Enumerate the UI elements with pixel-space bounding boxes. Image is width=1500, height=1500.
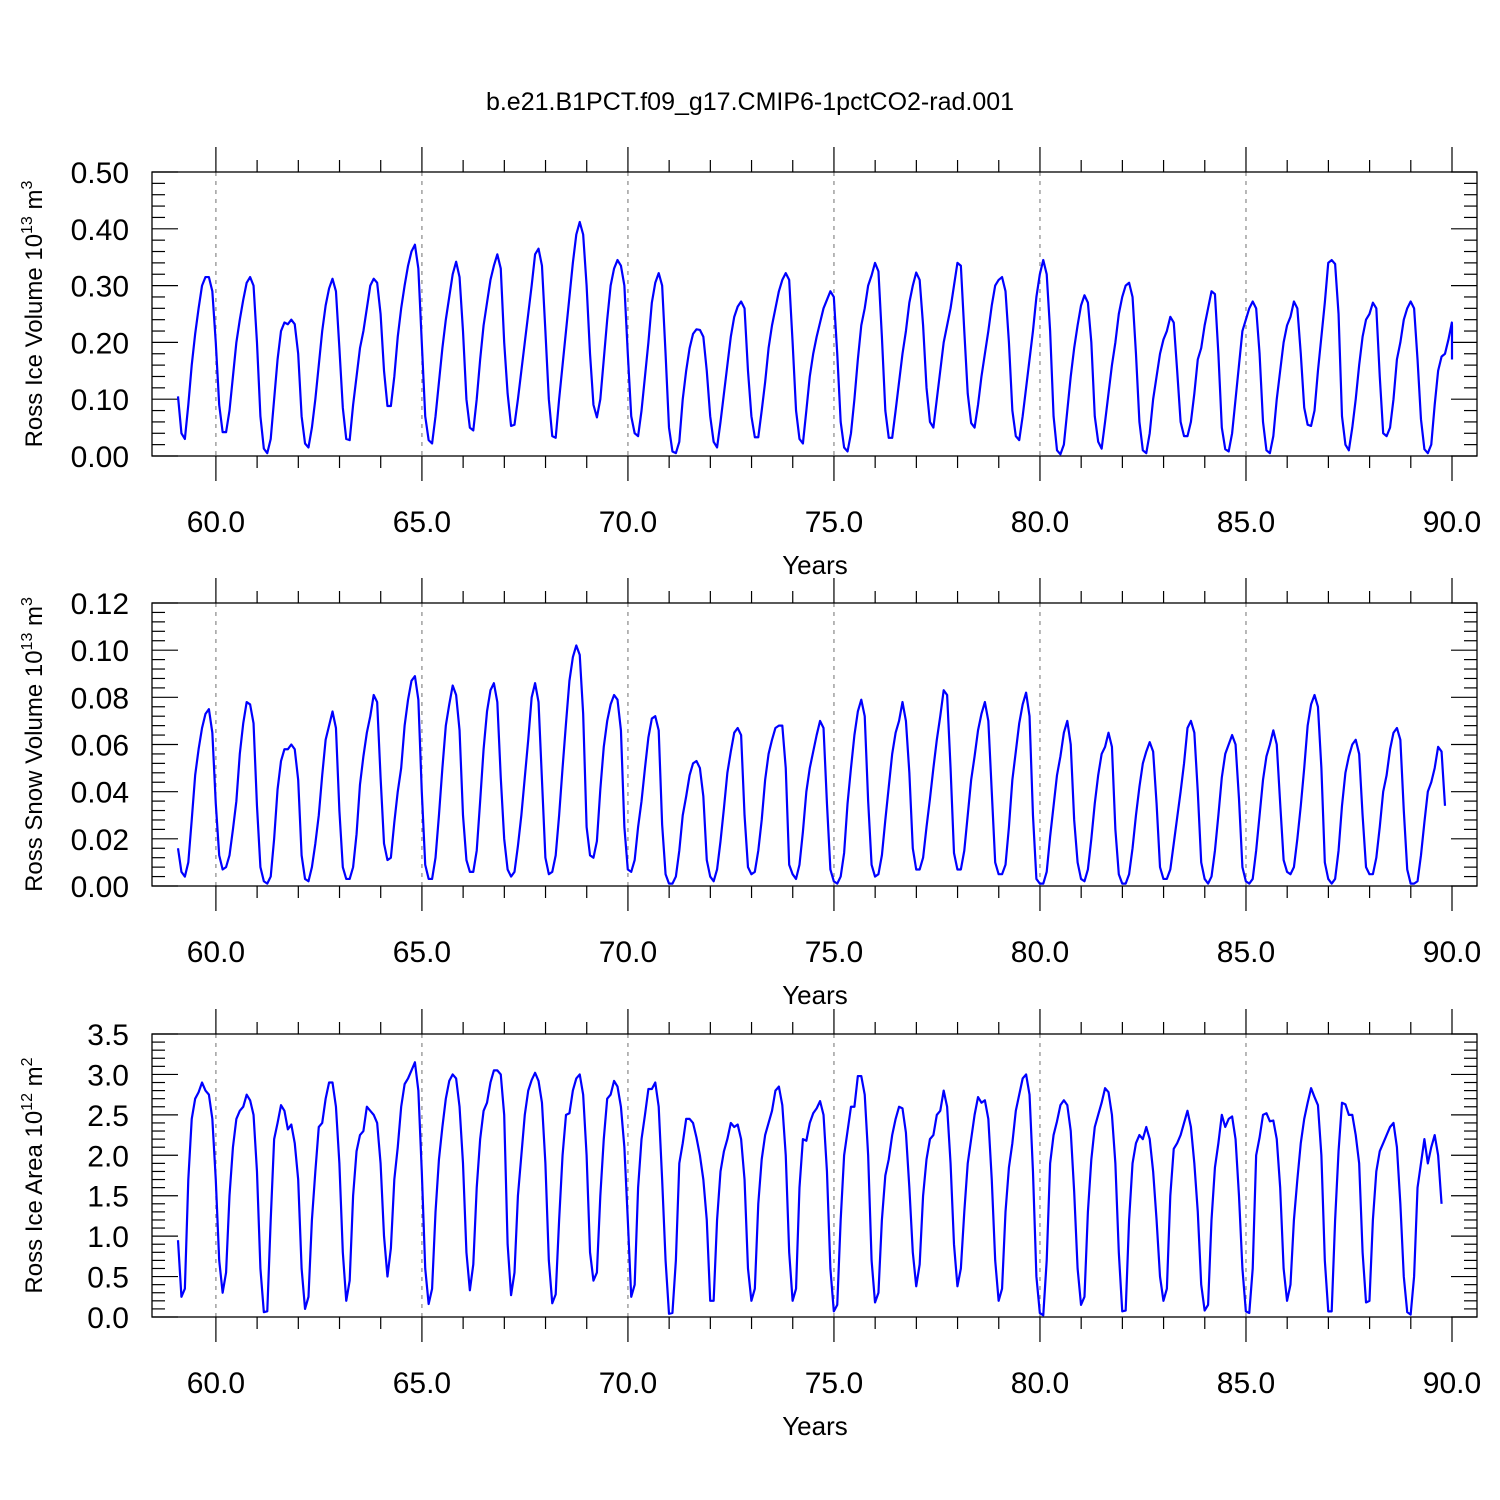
y-tick-label: 0.10 <box>71 384 129 417</box>
series-line <box>176 1061 1443 1317</box>
y-tick-label: 0.20 <box>71 327 129 360</box>
y-axis-title: Ross Ice Area 1012 m2 <box>19 1057 48 1293</box>
x-tick-label: 75.0 <box>805 506 863 539</box>
plot-frame <box>151 1033 1478 1318</box>
y-tick-label: 0.5 <box>87 1262 129 1295</box>
y-tick-label: 0.00 <box>71 871 129 904</box>
x-tick-label: 60.0 <box>187 1367 245 1400</box>
x-tick-label: 70.0 <box>599 506 657 539</box>
x-tick-label: 65.0 <box>393 506 451 539</box>
y-tick-label: 0.08 <box>71 682 129 715</box>
y-tick-label: 3.5 <box>87 1019 129 1052</box>
y-tick-label: 0.30 <box>71 271 129 304</box>
y-axis-title: Ross Ice Volume 1013 m3 <box>19 180 48 447</box>
x-tick-label: 65.0 <box>393 936 451 969</box>
x-tick-label: 90.0 <box>1423 1367 1481 1400</box>
x-axis-title: Years <box>782 980 848 1010</box>
x-axis-title: Years <box>782 550 848 580</box>
x-axis-title: Years <box>782 1411 848 1441</box>
series-line <box>176 220 1454 456</box>
y-tick-label: 0.0 <box>87 1302 129 1335</box>
figure-title: b.e21.B1PCT.f09_g17.CMIP6-1pctCO2-rad.00… <box>486 88 1014 116</box>
x-tick-label: 70.0 <box>599 936 657 969</box>
plot-frame <box>151 171 1478 457</box>
y-tick-label: 2.5 <box>87 1100 129 1133</box>
y-tick-label: 0.00 <box>71 441 129 474</box>
y-tick-label: 0.40 <box>71 214 129 247</box>
panel-2: 0.00 0.02 0.04 0.06 0.08 0.10 0.12 60.0 65.0 70.0… <box>19 578 1481 1010</box>
x-tick-label: 80.0 <box>1011 1367 1069 1400</box>
y-axis-title: Ross Snow Volume 1013 m3 <box>19 597 48 892</box>
y-tick-label: 0.10 <box>71 635 129 668</box>
panel-3: 0.0 0.5 1.0 1.5 2.0 2.5 3.0 3.5 60.0 65.0 70.0 75.0… <box>19 1009 1481 1441</box>
x-tick-label: 85.0 <box>1217 506 1275 539</box>
x-tick-label: 85.0 <box>1217 936 1275 969</box>
panels: 0.00 0.10 0.20 0.30 0.40 0.50 60.0 65.0 70.0 75.0… <box>19 147 1481 1441</box>
y-tick-label: 3.0 <box>87 1059 129 1092</box>
y-tick-label: 0.06 <box>71 730 129 763</box>
y-tick-label: 1.5 <box>87 1181 129 1214</box>
x-tick-label: 75.0 <box>805 936 863 969</box>
x-tick-label: 80.0 <box>1011 936 1069 969</box>
x-tick-label: 90.0 <box>1423 506 1481 539</box>
y-tick-label: 0.04 <box>71 777 129 810</box>
x-tick-label: 75.0 <box>805 1367 863 1400</box>
x-tick-label: 85.0 <box>1217 1367 1275 1400</box>
x-tick-label: 80.0 <box>1011 506 1069 539</box>
x-tick-label: 90.0 <box>1423 936 1481 969</box>
y-tick-label: 1.0 <box>87 1221 129 1254</box>
series-line <box>176 644 1447 885</box>
y-tick-label: 0.50 <box>71 157 129 190</box>
panel-1: 0.00 0.10 0.20 0.30 0.40 0.50 60.0 65.0 70.0 75.0… <box>19 147 1481 580</box>
y-tick-label: 0.12 <box>71 588 129 621</box>
x-tick-label: 70.0 <box>599 1367 657 1400</box>
y-tick-label: 2.0 <box>87 1140 129 1173</box>
x-tick-label: 60.0 <box>187 936 245 969</box>
y-tick-label: 0.02 <box>71 824 129 857</box>
x-tick-label: 65.0 <box>393 1367 451 1400</box>
x-tick-label: 60.0 <box>187 506 245 539</box>
